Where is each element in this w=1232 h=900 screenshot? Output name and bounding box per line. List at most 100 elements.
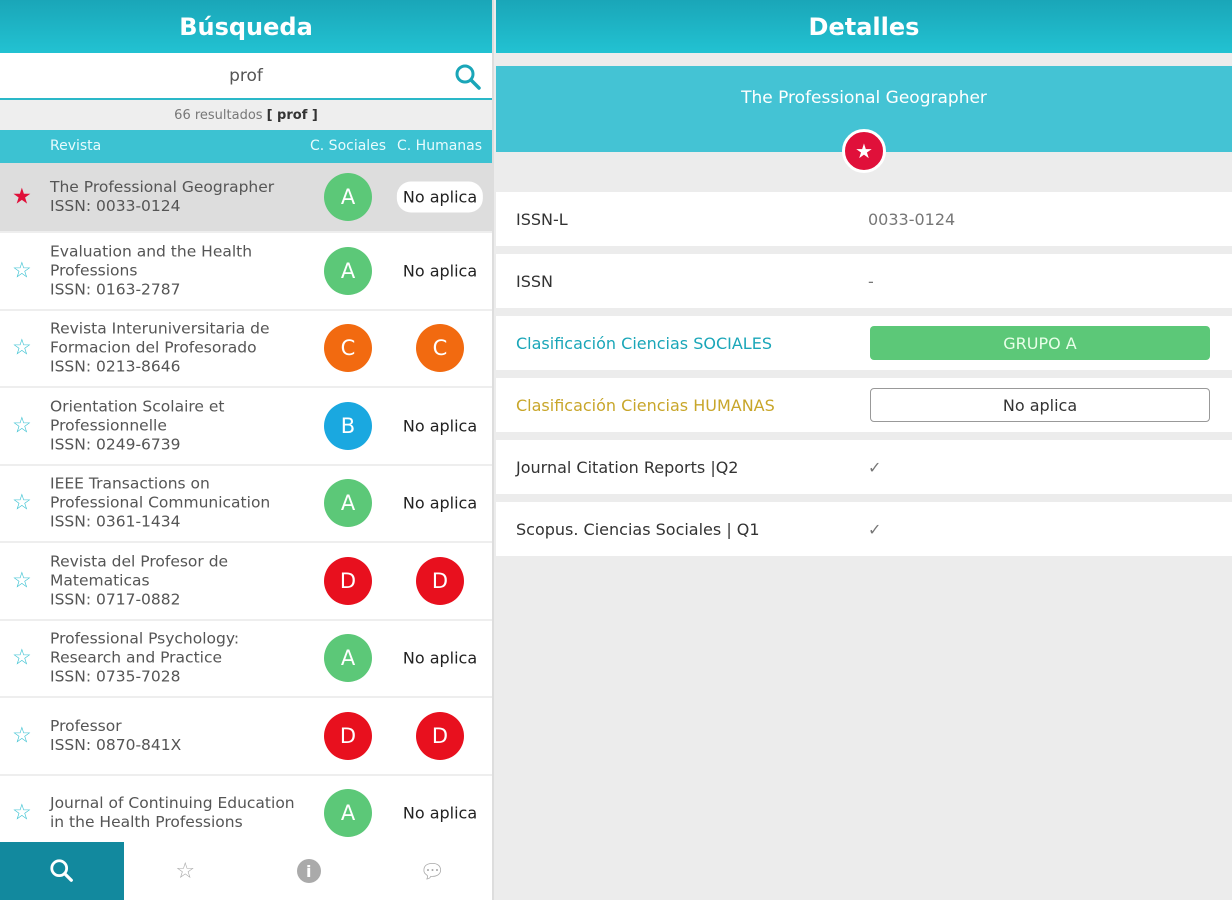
- star-outline-icon[interactable]: ☆: [12, 568, 32, 594]
- journal-issn: ISSN: 0870-841X: [50, 735, 182, 754]
- humanas-badge: D: [416, 711, 464, 760]
- journal-info: Journal of Continuing Education in the H…: [50, 794, 295, 832]
- journal-row[interactable]: ☆ Evaluation and the Health Professions I…: [0, 233, 492, 311]
- humanas-badge: D: [416, 556, 464, 605]
- star-outline-icon[interactable]: ☆: [12, 723, 32, 749]
- journal-info: Evaluation and the Health Professions ISS…: [50, 242, 295, 299]
- column-header: Revista C. Sociales C. Humanas: [0, 130, 492, 163]
- search-icon: [50, 859, 73, 882]
- journal-info: Revista del Profesor de Matematicas ISSN:…: [50, 552, 295, 609]
- star-icon: ☆: [175, 858, 196, 884]
- tab-info[interactable]: i: [247, 842, 371, 900]
- star-outline-icon[interactable]: ☆: [12, 258, 32, 284]
- detail-value: ✓: [868, 519, 882, 539]
- journal-title: Evaluation and the Health Professions: [50, 242, 253, 280]
- detail-row: Scopus. Ciencias Sociales | Q1 ✓: [496, 502, 1232, 556]
- journal-title: Revista Interuniversitaria de Formacion …: [50, 319, 270, 357]
- sociales-badge: A: [324, 789, 372, 838]
- star-outline-icon[interactable]: ☆: [12, 800, 32, 826]
- journal-issn: ISSN: 0163-2787: [50, 280, 181, 299]
- journal-title: The Professional Geographer: [50, 178, 275, 196]
- col-sociales: C. Sociales: [310, 138, 387, 154]
- humanas-not-applicable: No aplica: [402, 803, 478, 823]
- detail-row: ISSN -: [496, 254, 1232, 308]
- humanas-not-applicable: No aplica: [402, 493, 478, 513]
- journal-title: Revista del Profesor de Matematicas: [50, 552, 229, 590]
- col-humanas: C. Humanas: [397, 138, 483, 154]
- not-applicable-badge: No aplica: [870, 388, 1210, 422]
- detail-label: ISSN-L: [516, 209, 568, 229]
- detail-label: Clasificación Ciencias SOCIALES: [516, 333, 772, 353]
- detail-value: 0033-0124: [868, 209, 956, 229]
- star-outline-icon[interactable]: ☆: [12, 490, 32, 516]
- sociales-badge: A: [324, 634, 372, 683]
- detail-row: Clasificación Ciencias SOCIALES GRUPO A: [496, 316, 1232, 370]
- humanas-not-applicable: No aplica: [402, 416, 478, 436]
- detail-label: ISSN: [516, 271, 553, 291]
- humanas-badge: C: [416, 324, 464, 373]
- journal-row[interactable]: ☆ Professional Psychology: Research and …: [0, 621, 492, 698]
- humanas-not-applicable: No aplica: [402, 261, 478, 281]
- star-outline-icon[interactable]: ☆: [12, 413, 32, 439]
- journal-issn: ISSN: 0033-0124: [50, 197, 181, 215]
- info-icon: i: [296, 859, 321, 883]
- search-panel: Búsqueda prof 66 resultados[ prof ] Revi…: [0, 0, 494, 900]
- star-outline-icon[interactable]: ☆: [12, 645, 32, 671]
- star-filled-icon[interactable]: ★: [12, 184, 32, 210]
- journal-issn: ISSN: 0213-8646: [50, 357, 181, 376]
- journal-issn: ISSN: 0249-6739: [50, 435, 181, 454]
- journal-info: Revista Interuniversitaria de Formacion …: [50, 320, 295, 377]
- search-value: prof: [229, 65, 263, 86]
- detail-row: Journal Citation Reports |Q2 ✓: [496, 440, 1232, 494]
- tab-favorites[interactable]: ☆: [124, 842, 248, 900]
- humanas-not-applicable: No aplica: [396, 181, 484, 213]
- search-header: Búsqueda: [0, 0, 492, 53]
- journal-info: Professional Psychology: Research and Pr…: [50, 630, 295, 687]
- sociales-badge: D: [324, 556, 372, 605]
- tab-search[interactable]: [0, 842, 124, 900]
- col-revista: Revista: [50, 138, 102, 154]
- search-icon[interactable]: [454, 63, 482, 91]
- sociales-badge: C: [324, 324, 372, 373]
- detail-label: Scopus. Ciencias Sociales | Q1: [516, 519, 760, 539]
- journal-row[interactable]: ☆ Orientation Scolaire et Professionnell…: [0, 388, 492, 466]
- humanas-not-applicable: No aplica: [402, 648, 478, 668]
- journal-info: The Professional Geographer ISSN: 0033-01…: [50, 178, 295, 216]
- chat-icon: 💬︎: [419, 859, 445, 883]
- journal-title: Journal of Continuing Education in the H…: [50, 794, 295, 832]
- journal-info: Orientation Scolaire et Professionnelle I…: [50, 397, 295, 454]
- journal-row[interactable]: ☆ Journal of Continuing Education in the…: [0, 776, 492, 853]
- sociales-badge: D: [324, 711, 372, 760]
- sociales-badge: B: [324, 401, 372, 450]
- result-count-text: 66 resultados: [174, 107, 263, 123]
- tab-chat[interactable]: 💬︎: [371, 842, 493, 900]
- detail-label: Journal Citation Reports |Q2: [516, 457, 739, 477]
- journal-row[interactable]: ★ The Professional Geographer ISSN: 0033-…: [0, 163, 492, 233]
- result-count: 66 resultados[ prof ]: [0, 100, 492, 130]
- journal-issn: ISSN: 0735-7028: [50, 667, 181, 686]
- journal-title: Professional Psychology: Research and Pr…: [50, 629, 240, 667]
- journal-row[interactable]: ☆ Revista Interuniversitaria de Formacio…: [0, 311, 492, 388]
- sociales-badge: A: [324, 479, 372, 528]
- sociales-badge: A: [324, 246, 372, 295]
- details-header: Detalles: [496, 0, 1232, 53]
- detail-row: ISSN-L 0033-0124: [496, 192, 1232, 246]
- journal-issn: ISSN: 0717-0882: [50, 590, 181, 609]
- journal-row[interactable]: ☆ Revista del Profesor de Matematicas ISS…: [0, 543, 492, 621]
- journal-title: Orientation Scolaire et Professionnelle: [50, 397, 225, 435]
- star-outline-icon[interactable]: ☆: [12, 335, 32, 361]
- detail-value: -: [868, 271, 874, 291]
- journal-title: Professor: [50, 716, 122, 735]
- journal-info: Professor ISSN: 0870-841X: [50, 717, 295, 755]
- search-input[interactable]: prof: [0, 53, 492, 100]
- details-panel: Detalles The Professional Geographer ★ I…: [496, 0, 1232, 900]
- favorite-star-icon[interactable]: ★: [842, 129, 886, 173]
- journal-title: IEEE Transactions on Professional Commun…: [50, 474, 271, 512]
- detail-label: Clasificación Ciencias HUMANAS: [516, 395, 775, 415]
- journal-issn: ISSN: 0361-1434: [50, 512, 181, 531]
- result-query: [ prof ]: [266, 107, 318, 123]
- journal-row[interactable]: ☆ IEEE Transactions on Professional Comm…: [0, 466, 492, 543]
- journal-info: IEEE Transactions on Professional Commun…: [50, 475, 295, 532]
- detail-row: Clasificación Ciencias HUMANAS No aplica: [496, 378, 1232, 432]
